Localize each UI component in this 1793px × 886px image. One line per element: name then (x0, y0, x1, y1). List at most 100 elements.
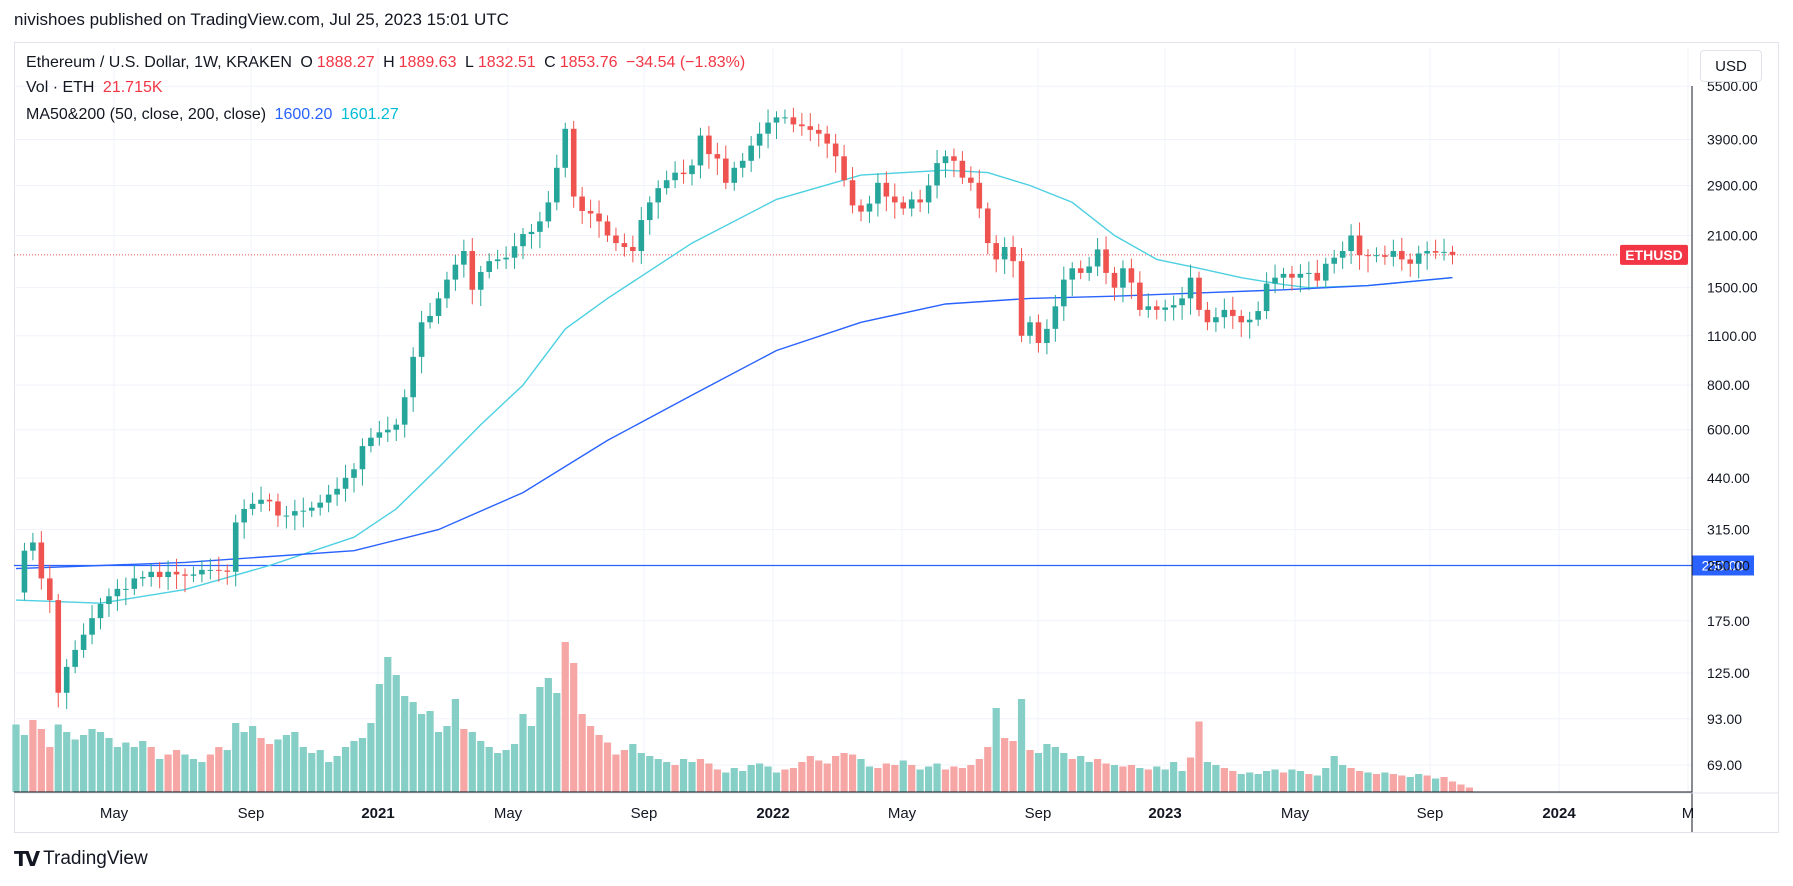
candle-body (1061, 279, 1067, 307)
volume-bar (570, 663, 578, 792)
candle-body (1018, 261, 1025, 336)
volume-bar (333, 756, 341, 792)
candle-body (351, 469, 357, 478)
volume-bar (806, 756, 814, 792)
candle-body (1280, 273, 1287, 278)
y-tick-label: 800.00 (1707, 377, 1750, 393)
candle-body (47, 578, 53, 601)
volume-bar (984, 747, 992, 792)
candle-body (418, 322, 425, 357)
candle-body (1230, 309, 1236, 316)
candle-body (942, 156, 949, 164)
candle-body (892, 196, 898, 203)
candle-body (359, 446, 366, 470)
y-tick-label: 315.00 (1707, 522, 1750, 538)
candles (21, 107, 1456, 710)
candle-body (1010, 247, 1016, 262)
volume-bar (1220, 768, 1228, 792)
change-value: −34.54 (−1.83%) (626, 54, 746, 71)
candle-body (731, 167, 738, 183)
candle-body (410, 356, 416, 398)
volume-bar (713, 769, 721, 792)
candle-body (883, 182, 890, 197)
chart-frame (14, 42, 1779, 833)
candle-body (621, 243, 628, 248)
close-value: 1853.76 (559, 54, 618, 71)
volume-bar (299, 747, 307, 792)
candle-body (663, 180, 670, 189)
volume-bar (418, 714, 426, 792)
candle-body (959, 160, 966, 178)
candle-body (1246, 319, 1253, 323)
candle-body (385, 429, 391, 433)
candle-body (283, 515, 290, 517)
volume-bar (1161, 769, 1169, 792)
volume-bar (325, 762, 333, 792)
candle-body (1069, 268, 1076, 280)
candle-body (38, 542, 45, 579)
volume-bar (198, 762, 206, 792)
volume-bar (80, 735, 88, 792)
candle-body (1407, 259, 1414, 264)
volume-bar (172, 750, 181, 792)
volume-bar (1305, 774, 1313, 792)
volume-bar (1389, 774, 1397, 792)
candle-body (21, 550, 28, 593)
high-value: 1889.63 (398, 54, 457, 71)
volume-bar (992, 708, 1000, 792)
volume-bar (510, 744, 519, 792)
volume-bar (1094, 759, 1102, 792)
volume-bar (257, 738, 265, 792)
candle-body (655, 188, 661, 203)
candle-body (1044, 328, 1050, 343)
volume-bar (1119, 766, 1127, 792)
volume-bar (882, 763, 890, 792)
candle-body (672, 172, 678, 181)
volume-bar (46, 747, 54, 792)
candle-body (1187, 277, 1194, 299)
y-tick-label: 3900.00 (1707, 132, 1758, 148)
volume-bar (722, 772, 730, 792)
volume-bar (671, 765, 679, 792)
y-tick-label: 5500.00 (1707, 78, 1758, 94)
volume-bar (1271, 769, 1279, 792)
candle-body (334, 488, 340, 495)
volume-bar (401, 696, 409, 792)
volume-bar (451, 699, 459, 792)
volume-bar (544, 678, 552, 792)
volume-bar (88, 729, 96, 792)
candle-body (866, 203, 873, 212)
volume-bar (1372, 774, 1381, 792)
currency-button[interactable]: USD (1700, 50, 1762, 82)
volume-bar (1034, 753, 1043, 792)
candle-body (511, 246, 518, 258)
volume-bar (561, 642, 569, 792)
candle-body (131, 578, 138, 589)
axes: 5500.00 3900.00 2900.00 2100.00 1500.00 1100.… (14, 78, 1779, 832)
tradingview-logo-icon: 𝗧𝗩 (14, 847, 40, 871)
x-tick-label: May (100, 805, 129, 822)
candle-body (241, 508, 247, 523)
candle-body (613, 235, 619, 244)
volume-bar (1068, 759, 1076, 792)
open-label: O (300, 54, 313, 71)
moving-averages (15, 169, 1453, 604)
volume-bar (975, 759, 983, 792)
candle-body (190, 574, 197, 576)
candle-body (1289, 273, 1295, 278)
x-tick-label: Sep (238, 805, 265, 822)
close-label: C (544, 54, 556, 71)
volume-bar (282, 735, 290, 792)
volume-bar (434, 732, 443, 792)
candle-body (1263, 283, 1270, 312)
volume-bar (477, 741, 485, 792)
x-tick-label: M (1682, 805, 1695, 822)
tradingview-brand[interactable]: 𝗧𝗩 TradingView (14, 847, 148, 871)
candle-body (435, 298, 442, 316)
volume-bar (485, 747, 493, 792)
ma50-value: 1600.20 (274, 106, 333, 123)
volume-bar (620, 750, 628, 792)
candle-body (123, 588, 129, 590)
candle-body (1238, 315, 1245, 323)
